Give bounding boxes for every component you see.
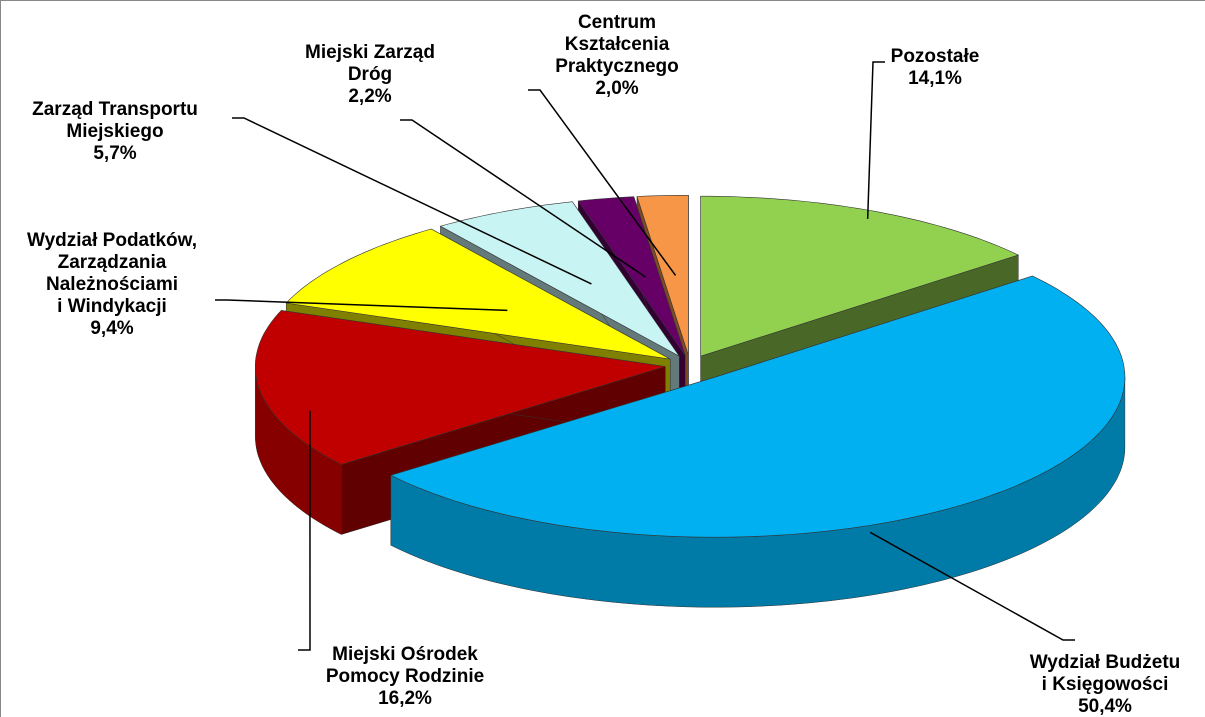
value-label: 50,4% xyxy=(1078,696,1132,717)
category-label: Miejski Ośrodek Pomocy Rodzinie xyxy=(326,644,484,687)
label-line: i Windykacji xyxy=(57,296,167,317)
category-label: Wydział Podatków, Zarządzania Należnościam… xyxy=(27,230,197,317)
label-line: Kształcenia xyxy=(565,34,670,55)
leader-line xyxy=(298,410,311,651)
label-line: Miejskiego xyxy=(66,121,163,142)
value-label: 5,7% xyxy=(93,143,136,164)
leader-line xyxy=(869,531,1075,641)
label-line: Wydział Podatków, xyxy=(27,230,197,251)
value-label: 9,4% xyxy=(90,318,133,339)
label-line: Zarządzania xyxy=(58,252,167,273)
slice xyxy=(390,275,1126,538)
category-label: Miejski Zarząd Dróg xyxy=(305,42,435,85)
slice xyxy=(700,195,1020,357)
label-line: Pozostałe xyxy=(891,46,980,67)
slice xyxy=(636,195,689,356)
slice xyxy=(577,196,686,356)
leader-line xyxy=(400,119,646,278)
slice-group xyxy=(390,275,1126,608)
value-label: 16,2% xyxy=(378,688,432,709)
leader-line xyxy=(232,117,592,285)
label-line: Zarząd Transportu xyxy=(32,99,198,120)
leader-line xyxy=(215,299,508,312)
label-line: Pomocy Rodzinie xyxy=(326,666,484,687)
leader-line xyxy=(528,89,677,276)
category-label: Centrum Kształcenia Praktycznego xyxy=(555,12,679,77)
label-line: Miejski Zarząd xyxy=(305,42,435,63)
category-label: Pozostałe xyxy=(891,46,980,67)
leader-line xyxy=(866,61,885,219)
category-label: Zarząd Transportu Miejskiego xyxy=(32,99,198,142)
label-line: Praktycznego xyxy=(555,56,679,77)
value-label: 2,2% xyxy=(348,86,391,107)
label-line: Centrum xyxy=(578,12,656,33)
value-label: 14,1% xyxy=(908,68,962,89)
category-label: Wydział Budżetu i Księgowości xyxy=(1030,652,1181,695)
label-line: Należnościami xyxy=(46,274,178,295)
value-label: 2,0% xyxy=(595,78,638,99)
slice xyxy=(255,310,666,465)
label-line: i Księgowości xyxy=(1042,674,1169,695)
slice xyxy=(285,228,671,360)
label-line: Dróg xyxy=(348,64,392,85)
label-line: Miejski Ośrodek xyxy=(332,644,478,665)
label-line: Wydział Budżetu xyxy=(1030,652,1181,673)
